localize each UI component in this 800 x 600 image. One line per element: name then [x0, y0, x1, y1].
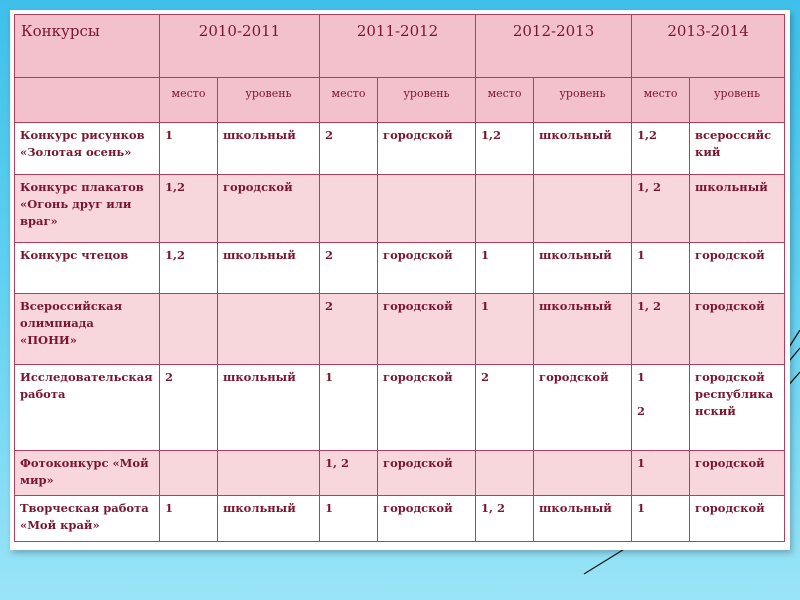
level-cell: городской [377, 293, 477, 365]
level-cell: школьный [689, 174, 786, 243]
competitions-table: Конкурсы 2010-2011 2011-2012 2012-2013 2… [14, 14, 786, 542]
table-subheader-row: место уровень место уровень место уровен… [14, 77, 786, 123]
level-cell: школьный [533, 242, 633, 294]
place-cell: 1, 2 [631, 293, 691, 365]
place-cell: 1 [159, 122, 218, 175]
competition-name-cell: Конкурс плакатов «Огонь друг или враг» [14, 174, 160, 243]
subheader-place: место [631, 77, 691, 123]
level-cell: школьный [216, 495, 321, 542]
level-cell: городской [689, 450, 786, 496]
table-row: Исследовательская работа 2 школьный 1 городс… [14, 364, 786, 451]
competition-name-cell: Всероссийская олимпиада «ПОНИ» [14, 293, 160, 365]
place-cell: 1 [631, 450, 691, 496]
level-cell: школьный [533, 122, 633, 175]
table-row: Конкурс рисунков «Золотая осень» 1 школьны… [14, 122, 786, 175]
table-row: Всероссийская олимпиада «ПОНИ» 2 городской… [14, 293, 786, 365]
place-cell: 1, 2 [631, 174, 691, 243]
place-cell: 1,2 [631, 122, 691, 175]
place-cell: 1, 2 [475, 495, 535, 542]
place-cell: 2 [159, 364, 218, 451]
level-cell: городской [689, 293, 786, 365]
header-year: 2012-2013 [475, 14, 633, 78]
place-cell: 2 [475, 364, 535, 451]
place-cell: 1 [631, 495, 691, 542]
level-cell: школьный [216, 242, 321, 294]
place-cell: 1,2 [475, 122, 535, 175]
place-cell: 1 [475, 242, 535, 294]
place-cell [159, 293, 218, 365]
level-cell: школьный [216, 364, 321, 451]
level-cell [216, 450, 321, 496]
level-cell: городской [689, 242, 786, 294]
level-cell: городской [377, 495, 477, 542]
level-cell: городской [689, 495, 786, 542]
level-cell: школьный [533, 293, 633, 365]
place-cell: 2 [319, 242, 379, 294]
place-cell: 1 [631, 242, 691, 294]
level-cell: городской [377, 242, 477, 294]
level-cell [216, 293, 321, 365]
level-cell: школьный [216, 122, 321, 175]
table-body: Конкурс рисунков «Золотая осень» 1 школьны… [14, 122, 786, 542]
competition-name-cell: Фотоконкурс «Мой мир» [14, 450, 160, 496]
table-row: Конкурс чтецов 1,2 школьный 2 городской 1 школ… [14, 242, 786, 294]
place-cell: 1 [159, 495, 218, 542]
level-cell [533, 450, 633, 496]
table-row: Конкурс плакатов «Огонь друг или враг» 1,… [14, 174, 786, 243]
level-cell: городской [377, 450, 477, 496]
place-cell: 1,2 [159, 242, 218, 294]
header-year: 2013-2014 [631, 14, 786, 78]
subheader-level: уровень [377, 77, 477, 123]
competition-name-cell: Конкурс чтецов [14, 242, 160, 294]
table-header-row: Конкурсы 2010-2011 2011-2012 2012-2013 2… [14, 14, 786, 78]
subheader-place: место [319, 77, 379, 123]
subheader-level: уровень [216, 77, 321, 123]
competition-name-cell: Конкурс рисунков «Золотая осень» [14, 122, 160, 175]
level-cell: городской [377, 364, 477, 451]
place-cell: 1, 2 [319, 450, 379, 496]
place-cell [159, 450, 218, 496]
level-cell: городской республиканский [689, 364, 786, 451]
header-competitions: Конкурсы [14, 14, 160, 78]
level-cell [533, 174, 633, 243]
place-cell: 2 [319, 122, 379, 175]
place-cell: 1 [475, 293, 535, 365]
place-cell: 2 [319, 293, 379, 365]
place-cell [475, 450, 535, 496]
place-cell [319, 174, 379, 243]
place-cell: 1 2 [631, 364, 691, 451]
level-cell [377, 174, 477, 243]
place-cell: 1 [319, 364, 379, 451]
competition-name-cell: Исследовательская работа [14, 364, 160, 451]
header-year: 2011-2012 [319, 14, 477, 78]
level-cell: городской [377, 122, 477, 175]
subheader-place: место [475, 77, 535, 123]
level-cell: всероссийский [689, 122, 786, 175]
header-year: 2010-2011 [158, 14, 321, 78]
subheader-level: уровень [533, 77, 633, 123]
subheader-place: место [159, 77, 218, 123]
level-cell: городской [533, 364, 633, 451]
place-cell: 1 [319, 495, 379, 542]
place-cell: 1,2 [159, 174, 218, 243]
level-cell: школьный [533, 495, 633, 542]
table-row: Творческая работа «Мой край» 1 школьный 1 го… [14, 495, 786, 542]
subheader-empty [14, 77, 160, 123]
subheader-level: уровень [689, 77, 786, 123]
competition-name-cell: Творческая работа «Мой край» [14, 495, 160, 542]
table-row: Фотоконкурс «Мой мир» 1, 2 городской 1 город… [14, 450, 786, 496]
place-cell [475, 174, 535, 243]
level-cell: городской [216, 174, 321, 243]
